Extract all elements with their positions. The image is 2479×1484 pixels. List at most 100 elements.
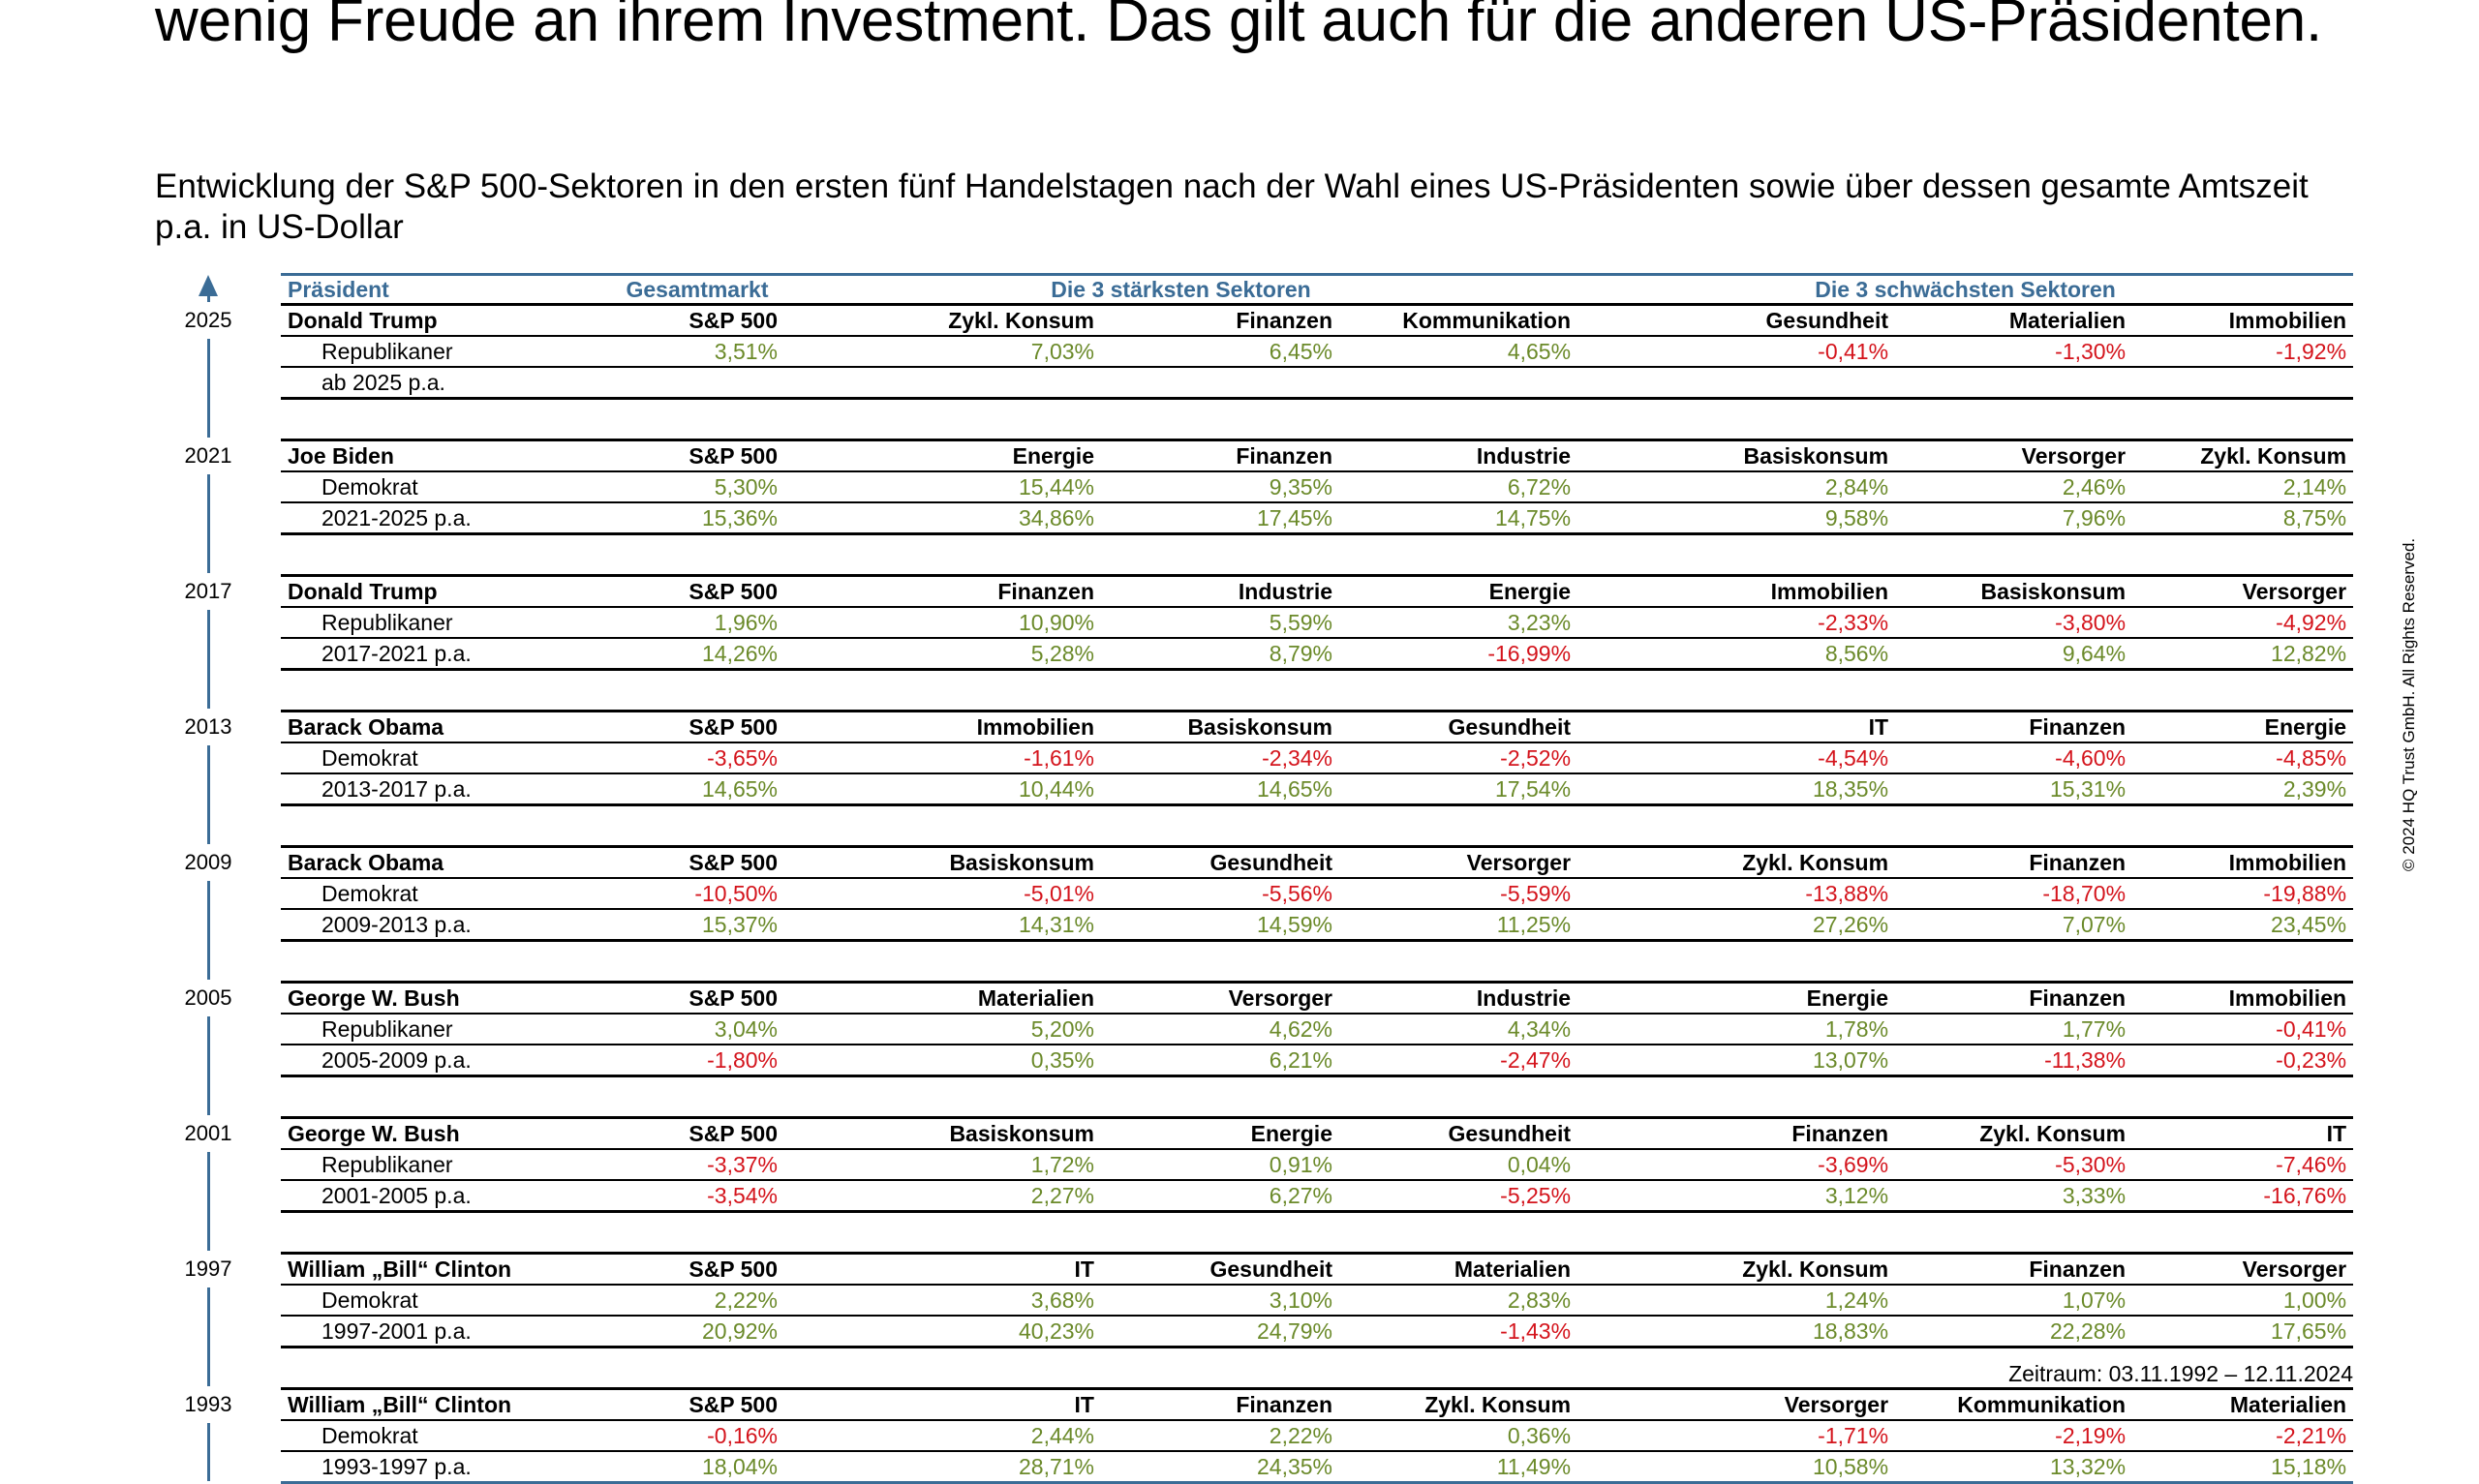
header-president: Präsident (281, 273, 610, 305)
sector-label: Energie (784, 439, 1101, 471)
president-name: Donald Trump (281, 303, 610, 336)
term-value: 18,04% (610, 1450, 784, 1484)
five-day-value: 5,20% (784, 1013, 1101, 1045)
term-value: 14,75% (1339, 501, 1578, 535)
timeline-segment (207, 1287, 210, 1386)
sector-label: Immobilien (1577, 574, 1896, 607)
market-label: S&P 500 (610, 1252, 784, 1285)
sector-label: Basiskonsum (1895, 574, 2133, 607)
five-day-value: 1,78% (1577, 1013, 1896, 1045)
sector-label: Basiskonsum (784, 845, 1101, 878)
sector-label: Finanzen (1101, 303, 1339, 336)
sector-label: Basiskonsum (784, 1116, 1101, 1149)
sector-label: Finanzen (784, 574, 1101, 607)
period-label: 2005-2009 p.a. (281, 1044, 610, 1077)
five-day-value: 2,22% (1101, 1419, 1339, 1451)
term-value: 20,92% (610, 1315, 784, 1348)
five-day-value: -5,59% (1339, 877, 1578, 909)
party-label: Demokrat (281, 877, 610, 909)
five-day-value: 0,04% (1339, 1148, 1578, 1180)
president-row: William „Bill“ Clinton S&P 500 IT Gesundhei… (281, 1252, 2354, 1285)
sector-label: Gesundheit (1101, 1252, 1339, 1285)
timeline-year: 1993 (184, 1391, 232, 1416)
period-label: 2021-2025 p.a. (281, 501, 610, 535)
five-day-value: 9,35% (1101, 470, 1339, 502)
president-name: George W. Bush (281, 1116, 610, 1149)
timeline-segment (207, 880, 210, 980)
president-name: Joe Biden (281, 439, 610, 471)
timeline-segment (207, 609, 210, 709)
sector-label: Energie (2132, 710, 2354, 742)
sector-label: Finanzen (1895, 981, 2133, 1014)
term-value: -16,99% (1339, 637, 1578, 671)
timeline-year: 2017 (184, 578, 232, 603)
sector-label: Finanzen (1895, 1252, 2133, 1285)
sector-label: Finanzen (1101, 1387, 1339, 1420)
term-value: 2,39% (2132, 772, 2354, 806)
sector-label: Immobilien (2132, 981, 2354, 1014)
party-label: Republikaner (281, 1148, 610, 1180)
party-label: Republikaner (281, 335, 610, 367)
president-row: Barack Obama S&P 500 Immobilien Basiskonsum… (281, 710, 2354, 742)
headline: wenig Freude an ihrem Investment. Das gi… (155, 0, 2323, 54)
five-day-value: 2,14% (2132, 470, 2354, 502)
five-day-value: -4,85% (2132, 742, 2354, 773)
party-label: Demokrat (281, 742, 610, 773)
term-row: ab 2025 p.a. (281, 366, 2354, 400)
five-day-row: Demokrat 5,30% 15,44% 9,35% 6,72% 2,84% 2,46% 2… (281, 470, 2354, 502)
term-value: 24,35% (1101, 1450, 1339, 1484)
five-day-value: -0,16% (610, 1419, 784, 1451)
five-day-value: 1,07% (1895, 1284, 2133, 1316)
block-spacer (281, 534, 2353, 576)
table-header-row: Präsident Gesamtmarkt Die 3 stärksten Se… (281, 273, 2354, 305)
five-day-value: 2,83% (1339, 1284, 1578, 1316)
timeline-year: 2001 (184, 1120, 232, 1145)
term-value (1101, 366, 1339, 400)
term-value: 14,65% (610, 772, 784, 806)
sector-label: Versorger (2132, 1252, 2354, 1285)
sector-label: Basiskonsum (1101, 710, 1339, 742)
sector-label: Materialien (1895, 303, 2133, 336)
five-day-value: 0,91% (1101, 1148, 1339, 1180)
five-day-value: -2,52% (1339, 742, 1578, 773)
period-label: 2017-2021 p.a. (281, 637, 610, 671)
term-value: 34,86% (784, 501, 1101, 535)
period-label: 1997-2001 p.a. (281, 1315, 610, 1348)
party-label: Republikaner (281, 1013, 610, 1045)
timeline-segment (207, 290, 210, 302)
timeline-year: 2025 (184, 307, 232, 332)
block-spacer (281, 1076, 2353, 1118)
term-value: 27,26% (1577, 908, 1896, 942)
five-day-row: Demokrat -0,16% 2,44% 2,22% 0,36% -1,71% -2,19… (281, 1419, 2354, 1451)
sector-label: Gesundheit (1339, 1116, 1578, 1149)
five-day-value: -1,61% (784, 742, 1101, 773)
five-day-value: -5,56% (1101, 877, 1339, 909)
sector-label: Zykl. Konsum (1577, 1252, 1896, 1285)
term-value: 5,28% (784, 637, 1101, 671)
sector-label: Finanzen (1895, 710, 2133, 742)
five-day-value: 4,65% (1339, 335, 1578, 367)
five-day-value: -4,60% (1895, 742, 2133, 773)
five-day-value: 10,90% (784, 606, 1101, 638)
term-value: 2,27% (784, 1179, 1101, 1213)
five-day-row: Demokrat 2,22% 3,68% 3,10% 2,83% 1,24% 1,07% 1,… (281, 1284, 2354, 1316)
timeline-year: 1997 (184, 1256, 232, 1281)
president-row: Donald Trump S&P 500 Finanzen Industrie Ener… (281, 574, 2354, 607)
term-value: 13,32% (1895, 1450, 2133, 1484)
term-row: 1997-2001 p.a. 20,92% 40,23% 24,79% -1,43% 18… (281, 1315, 2354, 1348)
five-day-value: -1,92% (2132, 335, 2354, 367)
five-day-row: Republikaner 1,96% 10,90% 5,59% 3,23% -2,33% -… (281, 606, 2354, 638)
five-day-value: 2,44% (784, 1419, 1101, 1451)
term-value: 9,64% (1895, 637, 2133, 671)
five-day-value: -10,50% (610, 877, 784, 909)
term-value: 7,96% (1895, 501, 2133, 535)
five-day-value: 1,96% (610, 606, 784, 638)
five-day-value: 2,84% (1577, 470, 1896, 502)
timeline-year: 2009 (184, 849, 232, 874)
term-value: 17,65% (2132, 1315, 2354, 1348)
timeline-segment (207, 338, 210, 438)
sector-label: IT (2132, 1116, 2354, 1149)
header-strongest: Die 3 stärksten Sektoren (784, 273, 1578, 305)
term-row: 2013-2017 p.a. 14,65% 10,44% 14,65% 17,54% 18… (281, 772, 2354, 806)
term-value: 40,23% (784, 1315, 1101, 1348)
